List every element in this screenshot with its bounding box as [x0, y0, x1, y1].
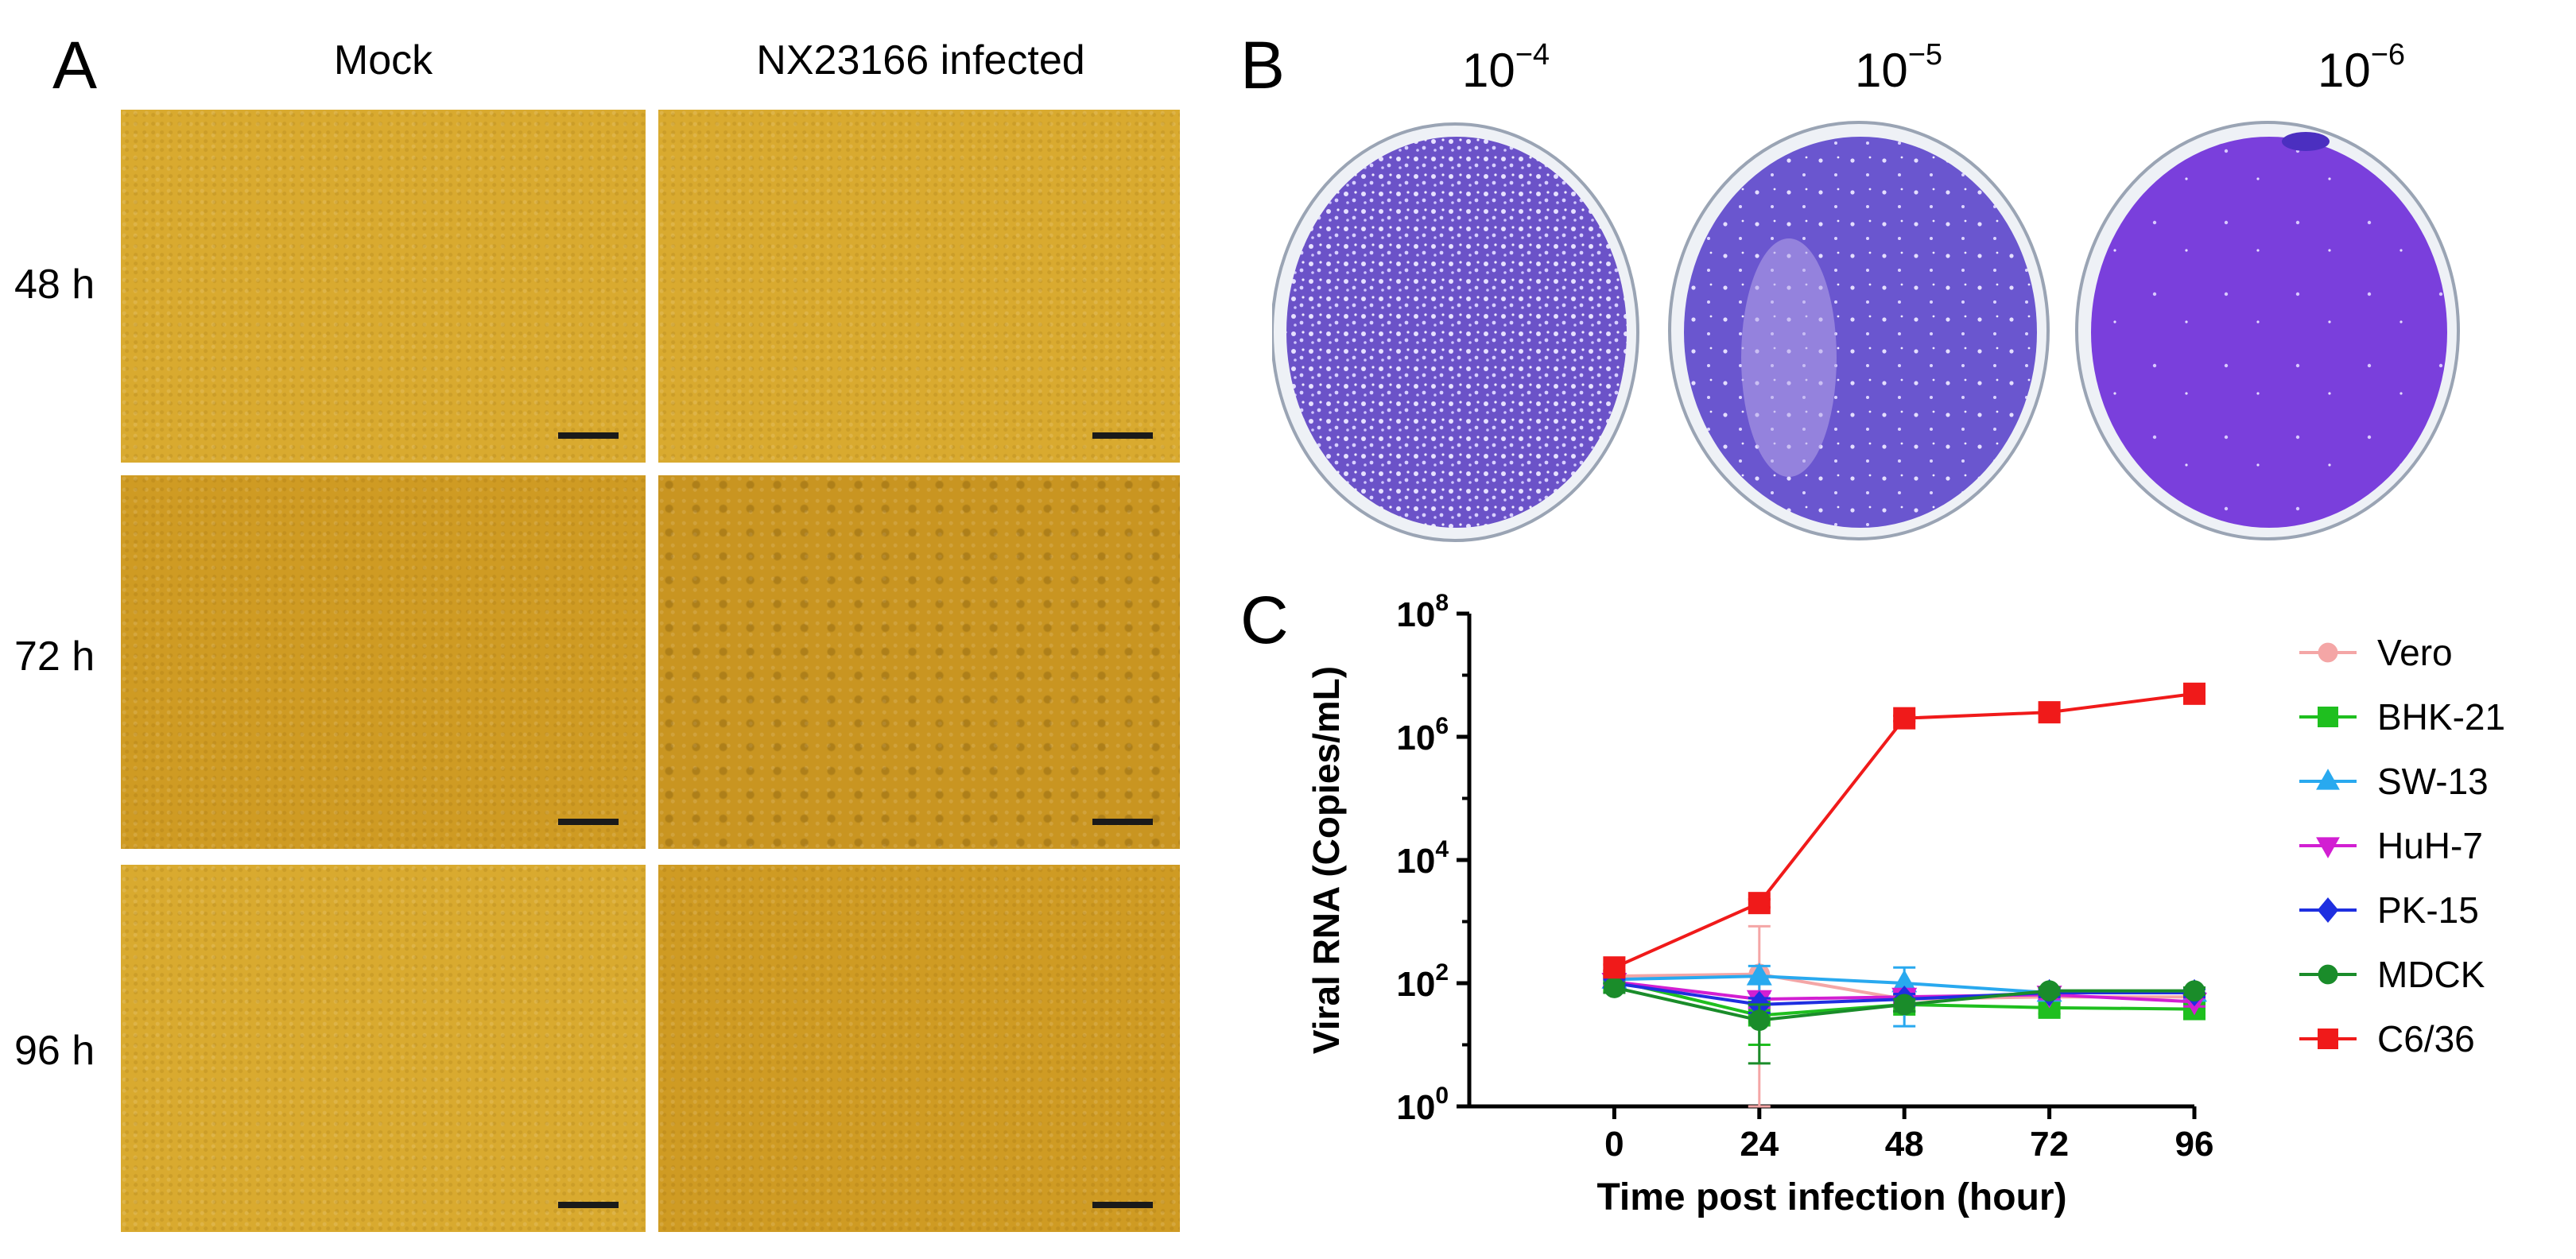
x-tick-label: 96 — [2175, 1125, 2214, 1164]
data-point — [2318, 642, 2338, 663]
legend-item: HuH-7 — [2296, 825, 2483, 866]
series-mdck — [1603, 977, 2206, 1065]
micrograph-infected-48h — [658, 110, 1180, 463]
scale-bar — [1092, 432, 1153, 439]
row-label-48h: 48 h — [14, 261, 95, 308]
legend-swatch — [2299, 642, 2357, 663]
plate-1 — [1272, 122, 1639, 542]
x-tick-label: 72 — [2030, 1125, 2069, 1164]
data-point — [2316, 837, 2340, 858]
dilution-label-2: 10−5 — [1740, 38, 2058, 98]
data-point — [1746, 963, 1772, 986]
legend-swatch — [2299, 769, 2357, 790]
scale-bar — [558, 432, 619, 439]
x-axis-label: Time post infection (hour) — [1596, 1176, 2066, 1218]
y-tick-label: 106 — [1396, 713, 1449, 757]
legend-swatch — [2299, 964, 2357, 985]
legend-item: SW-13 — [2296, 761, 2489, 802]
panel-c-letter: C — [1240, 583, 1289, 657]
row-label-72h: 72 h — [14, 633, 95, 680]
dilution-base: 10 — [2317, 44, 2371, 97]
data-point — [2317, 897, 2339, 923]
legend-label: PK-15 — [2377, 889, 2479, 931]
legend-item: MDCK — [2296, 954, 2485, 995]
dilution-label-3: 10−6 — [2202, 38, 2520, 98]
dilution-base: 10 — [1461, 44, 1515, 97]
data-point — [2183, 980, 2206, 1002]
data-point — [1603, 956, 1626, 979]
micrograph-mock-72h — [121, 475, 646, 849]
dilution-label-1: 10−4 — [1347, 38, 1665, 98]
scale-bar — [558, 819, 619, 825]
data-point — [1893, 707, 1916, 730]
y-axis-label: Viral RNA (Copies/mL) — [1305, 666, 1347, 1054]
data-point — [2183, 682, 2206, 705]
data-point — [2318, 707, 2338, 727]
y-tick-label: 102 — [1396, 959, 1449, 1004]
data-point — [2038, 701, 2061, 724]
plate-3 — [2075, 121, 2460, 540]
series-c6-36 — [1603, 682, 2206, 979]
legend-label: HuH-7 — [2377, 825, 2483, 866]
data-point — [2039, 980, 2060, 1002]
viral-rna-chart: 100 102 104 106 108 0 24 48 72 96 Time post infect… — [1305, 590, 2214, 1218]
legend-swatch — [2299, 1029, 2357, 1049]
y-tick-label: 108 — [1396, 590, 1449, 634]
micrograph-infected-96h — [658, 865, 1180, 1232]
micrograph-mock-96h — [121, 865, 646, 1232]
dilution-exponent: −6 — [2370, 38, 2406, 72]
column-header-mock: Mock — [333, 37, 433, 83]
legend-label: MDCK — [2377, 954, 2485, 995]
data-point — [1893, 994, 1915, 1016]
legend-label: Vero — [2377, 632, 2453, 673]
legend-item: C6/36 — [2296, 1018, 2475, 1059]
data-point — [2318, 1029, 2338, 1049]
legend-label: SW-13 — [2377, 761, 2489, 802]
y-tick-label: 100 — [1396, 1083, 1449, 1127]
data-point — [1748, 1009, 1771, 1032]
legend-label: C6/36 — [2377, 1018, 2475, 1059]
legend-swatch — [2299, 707, 2357, 727]
data-point — [1748, 892, 1771, 915]
column-header-infected: NX23166 infected — [756, 37, 1085, 83]
x-tick-label: 24 — [1740, 1125, 1779, 1164]
legend-label: BHK-21 — [2377, 696, 2506, 738]
x-tick-label: 48 — [1885, 1125, 1924, 1164]
legend-item: Vero — [2296, 632, 2453, 673]
dilution-base: 10 — [1854, 44, 1908, 97]
y-tick-label: 104 — [1396, 836, 1449, 881]
legend-swatch — [2299, 837, 2357, 858]
data-point — [1604, 977, 1625, 998]
data-point — [2316, 769, 2340, 790]
plate-2 — [1668, 121, 2050, 540]
dilution-exponent: −5 — [1907, 38, 1943, 72]
micrograph-mock-48h — [121, 110, 646, 463]
scale-bar — [1092, 1202, 1153, 1208]
panel-a-letter: A — [52, 28, 98, 103]
series-line — [1613, 691, 2195, 970]
dilution-exponent: −4 — [1515, 38, 1550, 72]
legend-swatch — [2299, 897, 2357, 923]
data-point — [2318, 964, 2338, 985]
x-tick-label: 0 — [1604, 1125, 1624, 1164]
legend-item: BHK-21 — [2296, 696, 2506, 738]
legend-item: PK-15 — [2296, 889, 2479, 931]
plaque-plates — [1272, 121, 2460, 542]
panel-b-letter: B — [1240, 28, 1286, 103]
micrograph-infected-72h — [658, 475, 1180, 849]
scale-bar — [1092, 819, 1153, 825]
chart-legend: Vero BHK-21 SW-13 HuH-7 PK-15 MDCK C6/36 — [2296, 632, 2559, 1078]
row-label-96h: 96 h — [14, 1028, 95, 1074]
scale-bar — [558, 1202, 619, 1208]
